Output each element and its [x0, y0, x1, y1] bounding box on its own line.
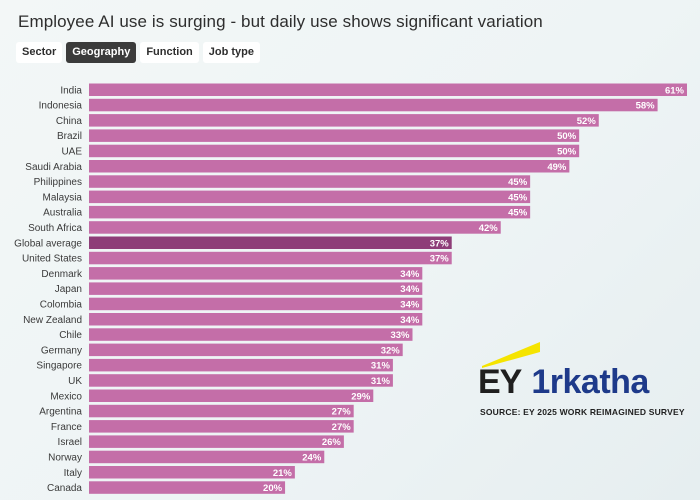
category-label-global-average: Global average	[14, 238, 82, 249]
bar-brazil[interactable]	[89, 129, 580, 142]
category-label-germany: Germany	[41, 345, 82, 356]
bar-uae[interactable]	[89, 144, 580, 158]
value-label-norway: 24%	[302, 452, 322, 463]
value-label-saudi-arabia: 49%	[547, 162, 567, 173]
bar-china[interactable]	[89, 114, 599, 127]
value-label-south-africa: 42%	[479, 223, 499, 234]
category-label-italy: Italy	[64, 468, 82, 479]
category-label-south-africa: South Africa	[28, 223, 82, 234]
bar-new-zealand[interactable]	[89, 313, 423, 326]
value-label-global-average: 37%	[430, 238, 450, 249]
brand-wordmark: 1rkatha	[531, 363, 649, 401]
source-note: SOURCE: EY 2025 WORK REIMAGINED SURVEY	[480, 407, 685, 417]
value-label-uae: 50%	[557, 146, 577, 157]
category-label-mexico: Mexico	[50, 391, 82, 402]
tab-sector[interactable]: Sector	[16, 42, 63, 63]
value-label-colombia: 34%	[400, 299, 420, 310]
value-label-denmark: 34%	[400, 269, 420, 280]
page-title: Employee AI use is surging - but daily u…	[18, 12, 543, 31]
bar-japan[interactable]	[89, 282, 423, 295]
value-label-singapore: 31%	[371, 361, 391, 372]
value-label-mexico: 29%	[351, 391, 371, 402]
ey-logo: EY 1rkatha SOURCE: EY 2025 WORK REIMAGIN…	[476, 340, 686, 430]
bar-colombia[interactable]	[89, 297, 423, 311]
category-label-new-zealand: New Zealand	[23, 315, 82, 326]
category-label-brazil: Brazil	[57, 131, 82, 142]
bar-france[interactable]	[89, 420, 354, 433]
value-label-chile: 33%	[390, 330, 410, 341]
value-label-argentina: 27%	[332, 407, 352, 418]
bar-philippines[interactable]	[89, 175, 531, 188]
bar-norway[interactable]	[89, 450, 325, 464]
tab-function[interactable]: Function	[140, 42, 199, 63]
bar-denmark[interactable]	[89, 267, 423, 280]
category-label-israel: Israel	[58, 437, 82, 448]
bar-argentina[interactable]	[89, 404, 354, 418]
category-label-norway: Norway	[48, 452, 82, 463]
category-label-singapore: Singapore	[36, 361, 82, 372]
bar-united-states[interactable]	[89, 251, 452, 265]
bar-germany[interactable]	[89, 343, 403, 357]
value-label-brazil: 50%	[557, 131, 577, 142]
value-label-germany: 32%	[381, 345, 401, 356]
value-label-china: 52%	[577, 116, 597, 127]
category-label-philippines: Philippines	[34, 177, 82, 188]
value-label-uk: 31%	[371, 376, 391, 387]
value-label-new-zealand: 34%	[400, 315, 420, 326]
tab-job-type[interactable]: Job type	[202, 42, 260, 63]
value-label-australia: 45%	[508, 208, 528, 219]
category-label-uk: UK	[68, 376, 82, 387]
bar-singapore[interactable]	[89, 358, 393, 372]
category-label-denmark: Denmark	[41, 269, 83, 280]
bar-malaysia[interactable]	[89, 190, 531, 204]
bar-global-average[interactable]	[89, 236, 452, 250]
bar-israel[interactable]	[89, 435, 344, 448]
category-label-malaysia: Malaysia	[43, 192, 83, 203]
value-label-italy: 21%	[273, 468, 293, 479]
category-label-canada: Canada	[47, 483, 82, 494]
category-label-colombia: Colombia	[40, 299, 83, 310]
category-label-china: China	[56, 116, 83, 127]
ey-wordmark: EY	[478, 363, 522, 401]
bar-australia[interactable]	[89, 205, 531, 219]
category-label-japan: Japan	[55, 284, 82, 295]
bar-mexico[interactable]	[89, 389, 374, 403]
value-label-canada: 20%	[263, 483, 283, 494]
category-label-argentina: Argentina	[39, 407, 82, 418]
value-label-united-states: 37%	[430, 254, 450, 265]
category-label-indonesia: Indonesia	[39, 101, 83, 112]
bar-indonesia[interactable]	[89, 98, 658, 112]
value-label-indonesia: 58%	[636, 101, 656, 112]
value-label-israel: 26%	[322, 437, 342, 448]
bar-chile[interactable]	[89, 328, 413, 341]
category-label-saudi-arabia: Saudi Arabia	[25, 162, 82, 173]
bar-south-africa[interactable]	[89, 221, 501, 234]
yellow-beam-icon	[482, 342, 540, 368]
category-label-france: France	[51, 422, 83, 433]
category-label-uae: UAE	[61, 146, 82, 157]
bar-canada[interactable]	[89, 481, 286, 494]
filter-tabs: Sector Geography Function Job type	[16, 42, 260, 63]
category-label-australia: Australia	[43, 208, 82, 219]
bar-india[interactable]	[89, 83, 687, 97]
value-label-india: 61%	[665, 85, 685, 96]
bar-uk[interactable]	[89, 374, 393, 387]
bar-saudi-arabia[interactable]	[89, 160, 570, 173]
category-label-united-states: United States	[22, 254, 82, 265]
value-label-malaysia: 45%	[508, 192, 528, 203]
value-label-japan: 34%	[400, 284, 420, 295]
category-label-chile: Chile	[59, 330, 82, 341]
value-label-france: 27%	[332, 422, 352, 433]
value-label-philippines: 45%	[508, 177, 528, 188]
category-label-india: India	[60, 85, 82, 96]
bar-italy[interactable]	[89, 466, 295, 479]
tab-geography[interactable]: Geography	[66, 42, 137, 63]
